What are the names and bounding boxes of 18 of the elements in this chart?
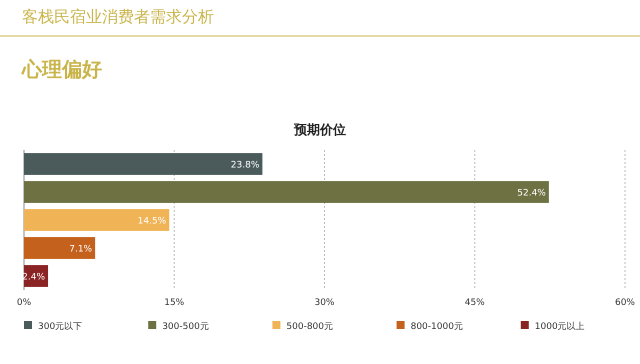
annotation: 客栈民宿业消费者需求分析 [22,7,214,26]
x-tick-label: 60% [614,298,636,308]
data-label: 14.5% [138,216,167,226]
legend-label: 300-500元 [162,321,209,332]
data-label: 7.1% [69,244,93,254]
x-tick-label: 0% [16,298,32,308]
legend-label: 800-1000元 [410,321,463,332]
chart-title: 预期价位 [293,123,346,138]
legend-label: 300元以下 [38,321,82,332]
legend-label: 1000元以上 [534,321,585,332]
data-label: 2.4% [22,272,46,282]
text: 心理偏好 [21,57,102,81]
legend-label: 500-800元 [286,321,334,332]
x-tick-label: 15% [164,298,185,308]
data-label: 23.8% [230,160,260,170]
x-tick-label: 45% [464,298,486,308]
data-label: 52.4% [517,188,546,198]
x-tick-label: 30% [314,298,335,308]
